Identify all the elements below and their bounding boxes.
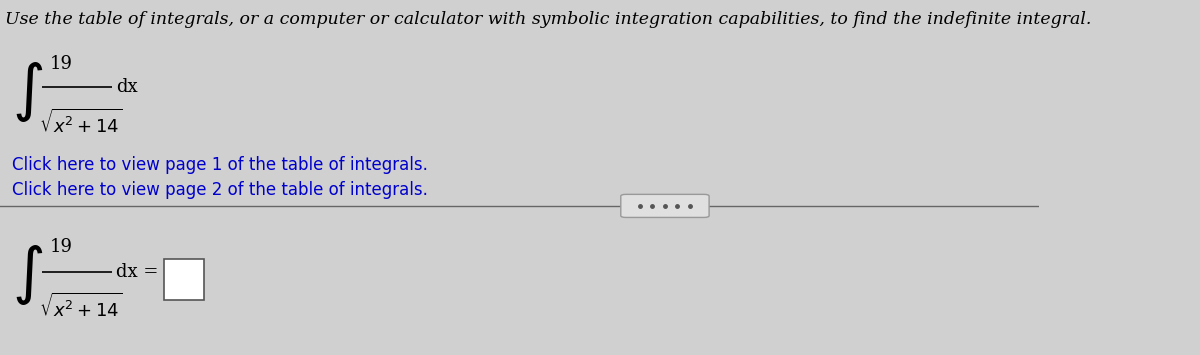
Text: dx: dx bbox=[116, 78, 138, 96]
Text: Click here to view page 2 of the table of integrals.: Click here to view page 2 of the table o… bbox=[12, 181, 428, 199]
FancyBboxPatch shape bbox=[164, 259, 204, 300]
FancyBboxPatch shape bbox=[620, 195, 709, 217]
Text: Use the table of integrals, or a computer or calculator with symbolic integratio: Use the table of integrals, or a compute… bbox=[5, 11, 1092, 28]
Text: Click here to view page 1 of the table of integrals.: Click here to view page 1 of the table o… bbox=[12, 156, 428, 174]
Text: dx =: dx = bbox=[116, 263, 158, 280]
Text: $\sqrt{x^2+14}$: $\sqrt{x^2+14}$ bbox=[40, 293, 124, 321]
Text: $\int$: $\int$ bbox=[12, 243, 43, 307]
Text: 19: 19 bbox=[50, 238, 73, 256]
Text: 19: 19 bbox=[50, 55, 73, 73]
Text: $\int$: $\int$ bbox=[12, 60, 43, 124]
Text: $\sqrt{x^2+14}$: $\sqrt{x^2+14}$ bbox=[40, 108, 124, 137]
